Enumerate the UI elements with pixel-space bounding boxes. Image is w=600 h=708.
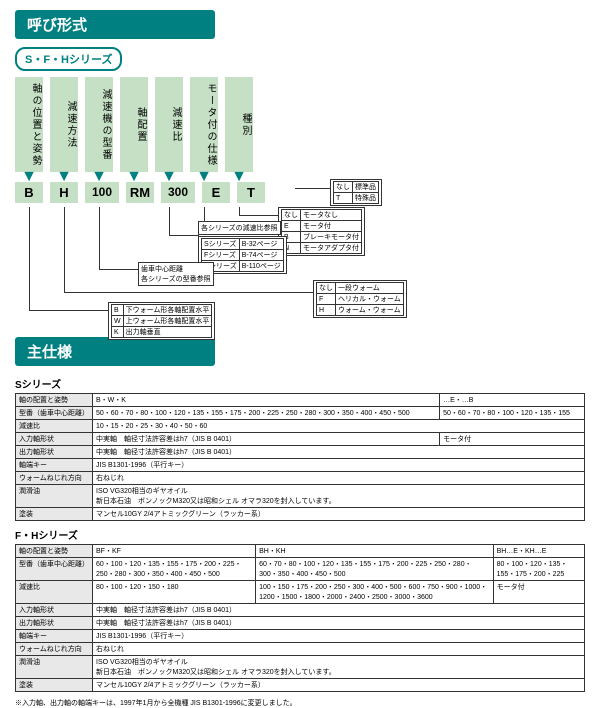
code-box: RM <box>126 182 154 203</box>
arrow-icon: ▼ <box>190 172 218 182</box>
arrow-icon: ▼ <box>15 172 43 182</box>
diagram-area: なし標準品T特殊品 なしモータなしEモータ付Bブレーキモータ付Nモータアダプタ付… <box>15 207 585 337</box>
code-box: 300 <box>161 182 195 203</box>
legend-axis: B下ウォーム形各軸配置水平W上ウォーム形各軸配置水平K出力軸垂直 <box>108 302 215 340</box>
legend-motor: なしモータなしEモータ付Bブレーキモータ付Nモータアダプタ付 <box>278 207 365 256</box>
arrow-icon: ▼ <box>155 172 183 182</box>
arrow-icon: ▼ <box>85 172 113 182</box>
col-header: 種別 <box>225 77 253 172</box>
legend-method: なし一段ウォームFヘリカル・ウォームHウォーム・ウォーム <box>313 280 407 318</box>
code-row: BH 100 RM 300 ET <box>15 182 585 203</box>
code-box: E <box>202 182 230 203</box>
s-series-table: 軸の配置と姿勢B・W・K…E・…B型番（歯車中心距離）50・60・70・80・1… <box>15 393 585 521</box>
arrow-row: ▼ ▼ ▼ ▼ ▼ ▼ ▼ <box>15 172 585 182</box>
arrow-icon: ▼ <box>225 172 253 182</box>
col-header: モータ付の仕様 <box>190 77 218 172</box>
title-spec: 主仕様 <box>15 337 215 366</box>
code-box: 100 <box>85 182 119 203</box>
col-header: 軸の位置と姿勢 <box>15 77 43 172</box>
title-main: 呼び形式 <box>15 10 215 39</box>
col-header: 減速比 <box>155 77 183 172</box>
arrow-icon: ▼ <box>120 172 148 182</box>
col-header: 減速方法 <box>50 77 78 172</box>
fh-series-table: 軸の配置と姿勢BF・KFBH・KHBH…E・KH…E型番（歯車中心距離）60・1… <box>15 544 585 692</box>
legend-type: なし標準品T特殊品 <box>330 179 382 206</box>
legend-model: 歯車中心距離 各シリーズの型番参照 <box>138 262 214 286</box>
code-box: B <box>15 182 43 203</box>
s-series-title: Sシリーズ <box>15 376 585 391</box>
fh-series-title: F・Hシリーズ <box>15 527 585 542</box>
col-header: 軸配置 <box>120 77 148 172</box>
code-box: T <box>237 182 265 203</box>
legend-ratio-hdr: 各シリーズの減速比参照 <box>198 221 281 235</box>
footnote: ※入力軸、出力軸の軸端キーは、1997年1月から全機種 JIS B1301-19… <box>15 698 585 708</box>
arrow-icon: ▼ <box>50 172 78 182</box>
code-box: H <box>50 182 78 203</box>
series-tag: S・F・Hシリーズ <box>15 47 122 71</box>
column-headers: 軸の位置と姿勢減速方法減速機の型番軸配置減速比モータ付の仕様種別 <box>15 77 585 172</box>
col-header: 減速機の型番 <box>85 77 113 172</box>
